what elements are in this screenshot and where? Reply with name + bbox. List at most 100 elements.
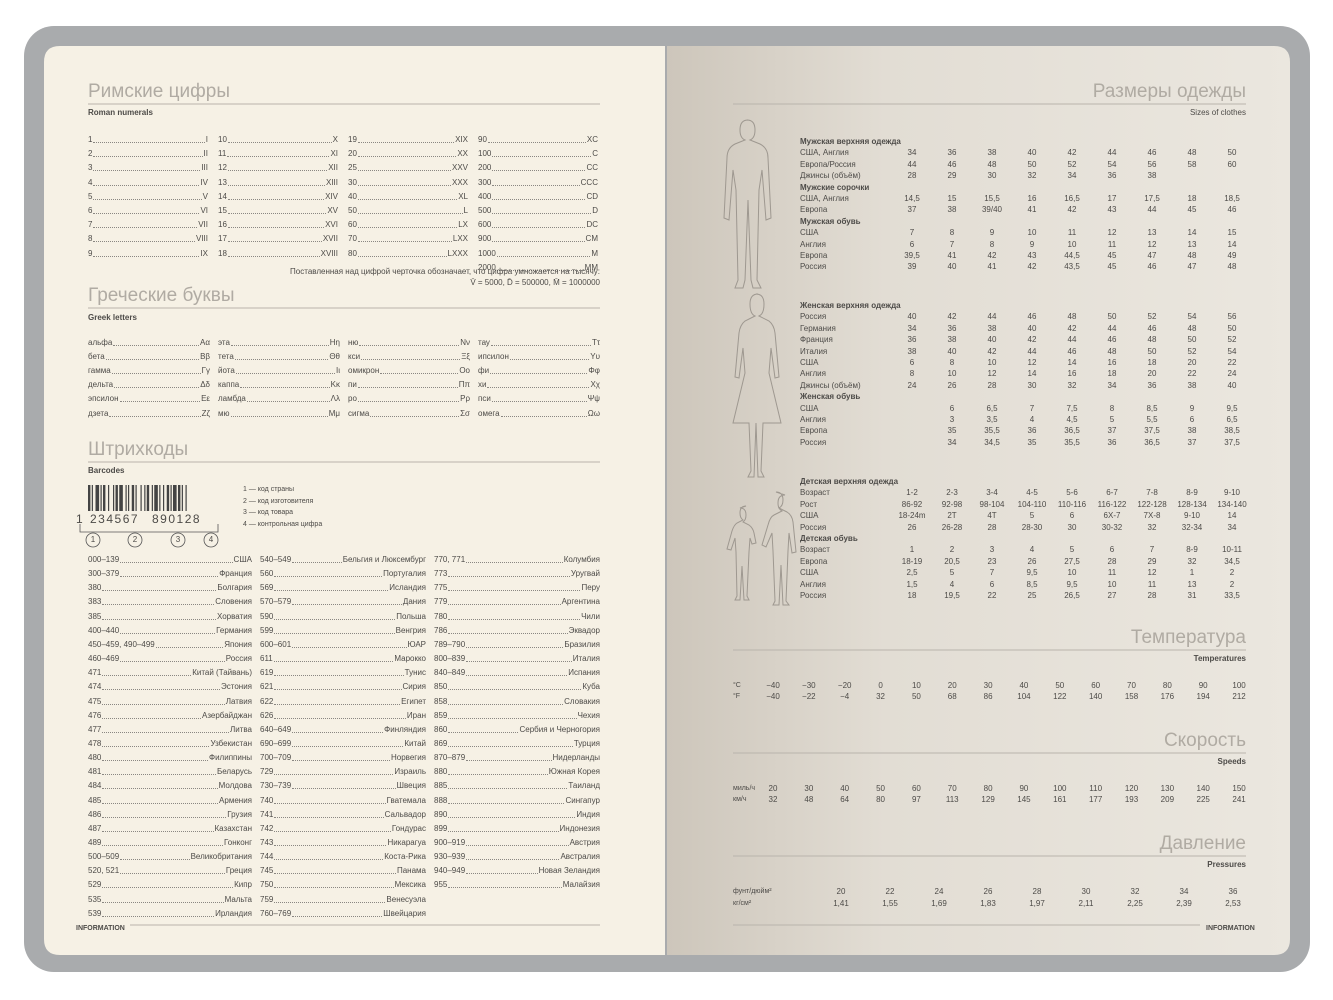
size-value: 8,5	[1026, 579, 1038, 589]
bar-stripe	[159, 485, 161, 511]
size-value: 7X-8	[1143, 511, 1161, 521]
scale-value: −20	[837, 681, 852, 690]
dot-leader	[492, 184, 580, 186]
entry-key: 50	[348, 206, 357, 215]
entry-key: 484	[88, 781, 102, 791]
entry-value: ЮАР	[407, 639, 427, 649]
size-value: 32	[1187, 556, 1197, 566]
leader-row: 750 Мексика	[260, 880, 426, 890]
entry-value: Κκ	[330, 380, 340, 390]
entry-key: 471	[88, 668, 102, 678]
dot-leader	[227, 170, 328, 172]
entry-key: 690–699	[260, 738, 292, 748]
entry-key: 475	[88, 696, 102, 706]
row-label: Европа	[800, 426, 828, 436]
dot-leader	[102, 887, 234, 889]
entry-key: 2	[88, 149, 93, 159]
row-label: Россия	[800, 312, 827, 322]
row-label: Европа	[800, 205, 828, 215]
entry-value: Ωω	[587, 408, 600, 418]
leader-row: омикрон Οο	[348, 366, 470, 376]
size-value: 2-3	[946, 488, 958, 498]
entry-value: Χχ	[590, 380, 600, 390]
dot-leader	[230, 345, 329, 346]
size-value: 7-8	[1146, 488, 1158, 498]
size-value: 26-28	[941, 522, 963, 532]
entry-value: Υυ	[590, 352, 600, 362]
entry-value: XVI	[325, 220, 338, 230]
entry-value: VII	[198, 220, 208, 230]
leader-row: 786 Эквадор	[434, 626, 600, 636]
leader-row: 560 Португалия	[260, 569, 426, 579]
bar-stripe	[135, 485, 137, 511]
scale-value: 194	[1196, 692, 1210, 701]
entry-value: Япония	[224, 639, 252, 649]
entry-key: 520, 521	[88, 866, 120, 876]
dot-leader	[109, 415, 201, 417]
entry-key: 626	[260, 710, 274, 720]
bar-stripe	[154, 485, 158, 511]
rules	[88, 103, 1246, 926]
leader-row: 90 XC	[478, 135, 598, 145]
size-value: 11	[1107, 239, 1117, 249]
size-value: 18	[1187, 194, 1197, 203]
row-label: Европа	[800, 251, 828, 260]
group-title: Детская обувь	[800, 534, 858, 543]
size-value: 20	[1187, 358, 1197, 367]
section-subtitle: Barcodes	[88, 466, 125, 475]
leader-row: 740 Гватемала	[260, 796, 426, 806]
leader-row: 770, 771 Колумбия	[434, 555, 600, 565]
bar-stripe	[170, 485, 172, 511]
entry-value: Уругвай	[570, 569, 600, 579]
size-value: 52	[1227, 335, 1237, 345]
size-value: 22	[1187, 369, 1197, 379]
entry-key: 760–769	[260, 908, 292, 918]
size-value: 6X-7	[1103, 511, 1121, 521]
entry-value: Болгария	[217, 583, 252, 593]
entry-value: Италия	[572, 654, 600, 664]
size-value: 10	[987, 358, 997, 367]
scale-value: 0	[878, 681, 883, 690]
size-value: 46	[1147, 148, 1157, 158]
size-value: 37	[1187, 437, 1197, 447]
size-value: 7	[1149, 545, 1155, 555]
scale-value: 129	[981, 795, 995, 804]
entry-value: Гватемала	[386, 795, 426, 805]
size-value: 42	[1027, 335, 1037, 345]
scale-value: 32	[768, 795, 778, 804]
dot-leader	[357, 142, 455, 143]
scale-value: 1,69	[931, 899, 947, 908]
scale-value: −22	[802, 692, 816, 701]
row-label: США	[800, 568, 819, 578]
leader-row: 742 Гондурас	[260, 824, 426, 834]
size-value: 38	[1187, 426, 1197, 436]
size-value: 56	[1227, 312, 1237, 322]
scale-value: 60	[911, 784, 921, 793]
entry-value: Сингапур	[565, 795, 600, 805]
size-value: 14	[1227, 511, 1237, 521]
leader-row: 474 Эстония	[88, 682, 252, 692]
size-value: 28-30	[1021, 522, 1043, 532]
dot-leader	[102, 731, 229, 733]
scale-value: 100	[1053, 784, 1067, 793]
dot-leader	[102, 830, 214, 832]
entry-key: 730–739	[260, 781, 292, 791]
dot-leader	[93, 142, 205, 143]
entry-value: Ρρ	[460, 394, 470, 404]
entry-key: 40	[348, 191, 357, 201]
size-value: 39/40	[981, 205, 1003, 215]
entry-key: 539	[88, 908, 102, 918]
scale-value: 10	[911, 681, 921, 690]
size-value: 46	[1107, 335, 1117, 345]
scale-value: 140	[1196, 784, 1210, 793]
entry-value: Израиль	[394, 767, 426, 777]
dot-leader	[120, 562, 233, 563]
entry-key: 60	[348, 220, 357, 230]
entry-key: 20	[348, 149, 357, 159]
size-value: 24	[907, 380, 917, 390]
section-title: Давление	[1159, 833, 1246, 854]
entry-key: мю	[218, 408, 230, 418]
entry-key: 1	[88, 135, 93, 144]
dot-leader	[120, 576, 219, 578]
